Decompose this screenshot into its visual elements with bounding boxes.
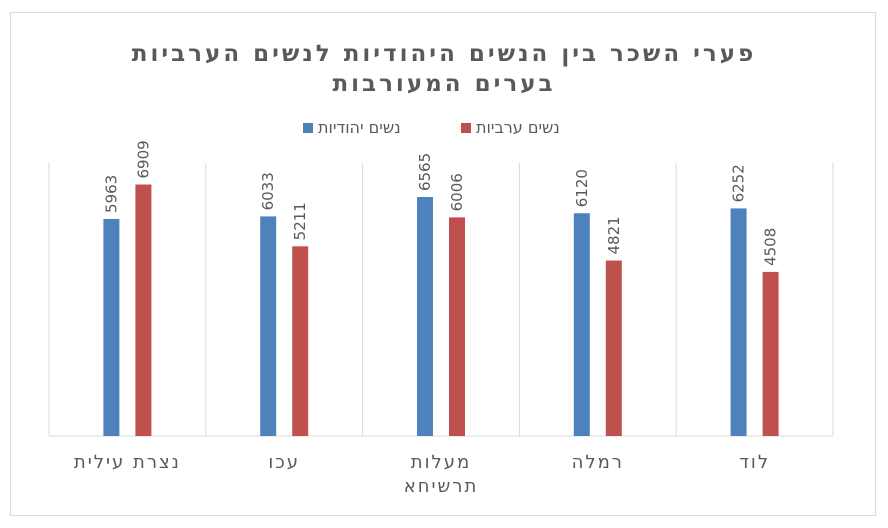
data-label-jewish: 6033 bbox=[259, 172, 277, 210]
category-label: לוד bbox=[739, 452, 770, 473]
bar-jewish bbox=[417, 197, 433, 436]
category-label: תרשיחא bbox=[404, 476, 479, 497]
bar-arab bbox=[135, 184, 152, 436]
category-label: עכו bbox=[268, 452, 300, 473]
data-label-jewish: 6120 bbox=[573, 169, 591, 207]
legend-label-arab: נשים ערביות bbox=[476, 118, 560, 137]
data-label-arab: 6909 bbox=[134, 140, 152, 178]
legend-label-jewish: נשים יהודיות bbox=[318, 118, 401, 137]
bar-jewish bbox=[730, 208, 747, 436]
chart-svg: פערי השכר בין הנשים היהודיות לנשים הערבי… bbox=[48, 41, 834, 497]
bar-arab bbox=[762, 271, 779, 436]
data-label-arab: 4821 bbox=[605, 216, 623, 254]
category-label: מעלות bbox=[411, 452, 471, 473]
category-label: רמלה bbox=[572, 452, 624, 473]
bar-jewish bbox=[260, 216, 277, 436]
data-label-arab: 4508 bbox=[762, 228, 780, 266]
chart-title-line-1: פערי השכר בין הנשים היהודיות לנשים הערבי… bbox=[132, 41, 756, 67]
legend-swatch-jewish bbox=[303, 123, 313, 133]
chart-frame: פערי השכר בין הנשים היהודיות לנשים הערבי… bbox=[10, 12, 876, 516]
bar-jewish bbox=[103, 218, 120, 436]
bar-arab bbox=[605, 260, 622, 436]
category-label: נצרת עילית bbox=[74, 452, 181, 473]
data-label-arab: 6006 bbox=[448, 173, 466, 211]
bar-jewish bbox=[573, 213, 590, 436]
data-label-jewish: 5963 bbox=[102, 175, 120, 213]
plot-area: 6252 4508 לוד 6120 4821 רמלה 6565 6006 מעלות תרשי… bbox=[48, 140, 834, 497]
legend: נשים יהודיות נשים ערביות bbox=[303, 118, 560, 137]
data-label-jewish: 6565 bbox=[416, 153, 434, 191]
legend-swatch-arab bbox=[461, 123, 471, 133]
bar-arab bbox=[449, 217, 465, 436]
chart-title-line-2: בערים המעורבות bbox=[332, 71, 555, 97]
bar-arab bbox=[292, 246, 309, 436]
data-label-arab: 5211 bbox=[291, 202, 309, 240]
data-label-jewish: 6252 bbox=[730, 164, 748, 202]
